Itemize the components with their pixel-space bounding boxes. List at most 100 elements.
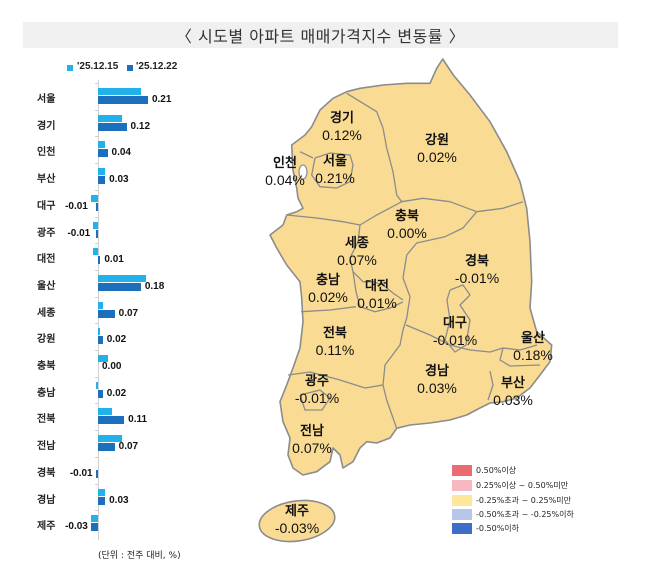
axis-tick bbox=[95, 163, 98, 165]
chart-row: 제주 -0.03 bbox=[0, 510, 658, 537]
value-label: 0.01 bbox=[104, 254, 124, 266]
chart-row: 대구 -0.01 bbox=[0, 189, 658, 217]
axis-tick bbox=[95, 403, 98, 405]
axis-tick bbox=[95, 296, 98, 298]
map-label-chungnam: 충남 0.02% bbox=[308, 273, 348, 305]
chart-row: 강원 0.02 bbox=[0, 323, 658, 350]
axis-tick bbox=[95, 189, 98, 191]
region-label: 세종 bbox=[37, 307, 56, 319]
bar-prev-week bbox=[90, 194, 98, 202]
bar-prev-week bbox=[98, 141, 106, 149]
legend-label: -0.50%이하 bbox=[476, 524, 520, 533]
unit-note: (단위 : 전주 대비, %) bbox=[98, 551, 181, 561]
region-label: 전남 bbox=[37, 441, 56, 453]
bar-this-week bbox=[98, 176, 106, 185]
legend-label-prev-week: '25.12.15 bbox=[77, 61, 119, 72]
chart-row: 광주 -0.01 bbox=[0, 216, 658, 244]
bar-prev-week bbox=[98, 435, 122, 443]
value-label: 0.12 bbox=[130, 120, 151, 132]
map-label-daegu: 대구 -0.01% bbox=[432, 316, 478, 348]
map-label-sejong: 세종 0.07% bbox=[337, 236, 377, 268]
axis-tick bbox=[95, 483, 98, 485]
bar-prev-week bbox=[98, 328, 101, 336]
chart-row: 전남 0.07 bbox=[0, 430, 658, 457]
chart-row: 부산 0.03 bbox=[0, 163, 658, 190]
title-bar: 〈 시도별 아파트 매매가격지수 변동률 〉 bbox=[23, 22, 618, 48]
region-label: 부산 bbox=[37, 174, 56, 186]
bar-this-week bbox=[95, 229, 98, 238]
legend-swatch-prev-week bbox=[67, 65, 73, 71]
bar-this-week bbox=[98, 122, 127, 131]
region-borders bbox=[286, 92, 541, 429]
bar-prev-week bbox=[98, 408, 113, 416]
axis-tick bbox=[95, 350, 98, 351]
value-label: 0.18 bbox=[144, 280, 165, 292]
map-legend-item: 0.50%이상 bbox=[452, 465, 652, 476]
region-label: 충북 bbox=[37, 361, 56, 372]
region-label: 서울 bbox=[37, 94, 56, 105]
region-label: 제주 bbox=[37, 521, 56, 533]
bar-prev-week bbox=[95, 381, 98, 389]
chart-row: 대전 0.01 bbox=[0, 243, 658, 270]
chart-row: 서울 0.21 bbox=[0, 83, 658, 110]
value-label: 0.03 bbox=[109, 174, 129, 186]
map-label-chungbuk: 충북 0.00% bbox=[387, 209, 427, 241]
map-label-jeonnam: 전남 0.07% bbox=[292, 424, 332, 456]
inlet-sea bbox=[298, 164, 308, 180]
region-label: 대전 bbox=[37, 254, 56, 266]
map-label-jeju: 제주 -0.03% bbox=[274, 504, 320, 536]
value-label: 0.21 bbox=[151, 94, 172, 105]
value-label: -0.03 bbox=[65, 521, 88, 533]
bar-prev-week bbox=[98, 168, 106, 176]
region-label: 충남 bbox=[37, 387, 56, 399]
chart-row: 충남 0.02 bbox=[0, 376, 658, 404]
legend-color-box bbox=[452, 509, 472, 520]
bar-this-week bbox=[95, 469, 98, 478]
bar-prev-week bbox=[98, 274, 146, 282]
jeju-island bbox=[258, 499, 336, 543]
axis-tick bbox=[95, 269, 98, 271]
map-label-gyeongbuk: 경북 -0.01% bbox=[454, 254, 500, 286]
legend-label: -0.50%초과 ~ -0.25%이하 bbox=[476, 510, 574, 519]
region-label: 광주 bbox=[37, 227, 56, 239]
mainland-outline bbox=[269, 58, 553, 476]
axis-tick bbox=[95, 323, 98, 325]
bar-prev-week bbox=[93, 248, 98, 256]
chart-row: 인천 0.04 bbox=[0, 136, 658, 163]
region-label: 대구 bbox=[37, 200, 56, 212]
bar-this-week bbox=[98, 443, 115, 452]
axis-tick bbox=[95, 109, 98, 111]
bar-prev-week bbox=[93, 221, 98, 229]
bar-this-week bbox=[98, 256, 101, 265]
map-legend-item: -0.25%초과 ~ 0.25%미만 bbox=[452, 495, 652, 506]
legend-color-box bbox=[452, 495, 472, 506]
bar-prev-week bbox=[98, 355, 108, 362]
bar-this-week bbox=[98, 389, 103, 398]
value-label: 0.00 bbox=[102, 361, 122, 372]
page-title: 〈 시도별 아파트 매매가격지수 변동률 〉 bbox=[175, 27, 466, 46]
value-label: 0.02 bbox=[106, 387, 127, 399]
chart-row: 경기 0.12 bbox=[0, 109, 658, 137]
legend-color-box bbox=[452, 523, 472, 534]
bar-prev-week bbox=[98, 488, 106, 496]
axis-tick bbox=[95, 376, 98, 378]
region-label: 전북 bbox=[37, 414, 56, 426]
legend-color-box bbox=[452, 465, 472, 476]
region-label: 인천 bbox=[37, 147, 56, 159]
map-legend-item: 0.25%이상 ~ 0.50%미만 bbox=[452, 480, 652, 491]
legend-color-box bbox=[452, 480, 472, 491]
value-label: 0.11 bbox=[128, 414, 148, 426]
axis-tick bbox=[95, 216, 98, 218]
value-label: 0.04 bbox=[111, 147, 131, 159]
bar-this-week bbox=[98, 416, 125, 425]
bar-this-week bbox=[98, 336, 103, 345]
value-label: -0.01 bbox=[69, 467, 93, 479]
legend-label-this-week: '25.12.22 bbox=[136, 61, 178, 72]
region-label: 경북 bbox=[37, 467, 56, 479]
axis-tick bbox=[95, 136, 98, 138]
axis-tick bbox=[95, 83, 98, 84]
axis-tick bbox=[95, 243, 98, 245]
chart-row: 세종 0.07 bbox=[0, 296, 658, 324]
map-label-busan: 부산 0.03% bbox=[493, 376, 533, 408]
